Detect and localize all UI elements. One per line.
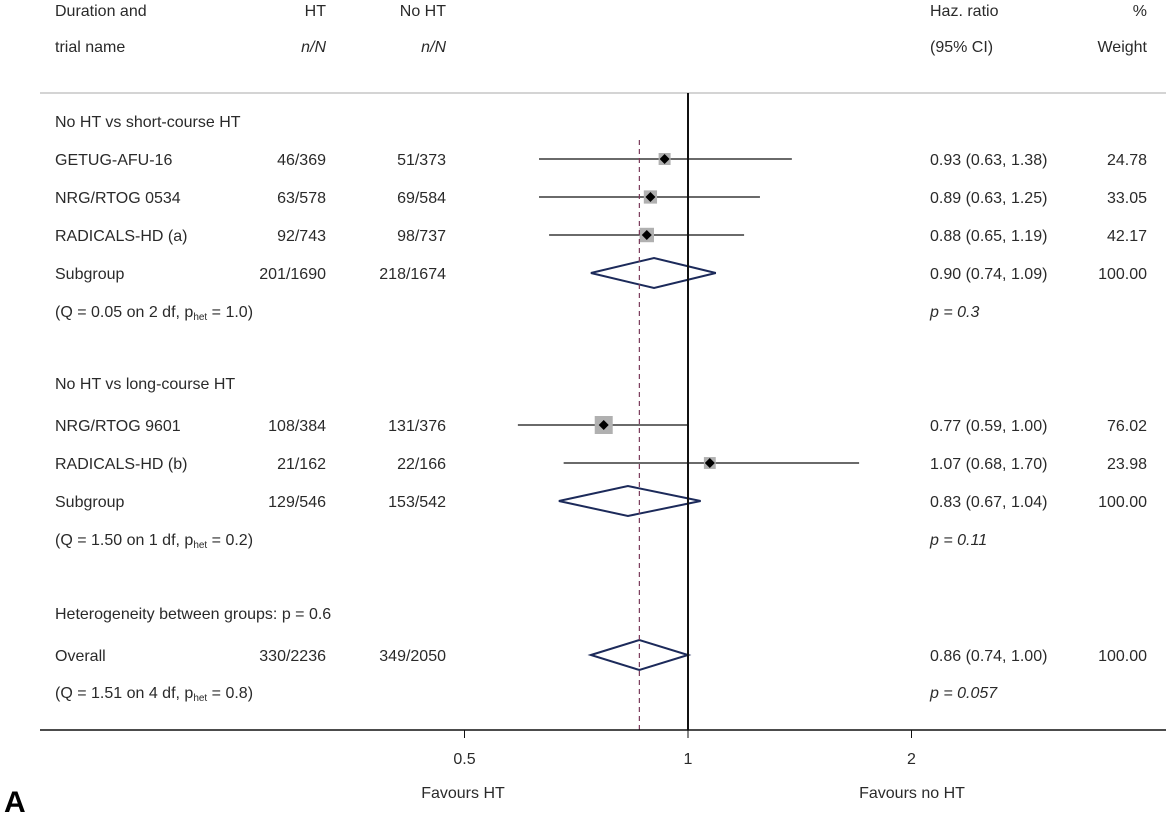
header-noht-2: n/N (421, 39, 446, 56)
noht-events: 98/737 (397, 228, 446, 245)
het-text-sub: het (193, 693, 207, 704)
header-noht-1: No HT (400, 3, 446, 20)
ht-events: 92/743 (277, 228, 326, 245)
weight-text: 100.00 (1098, 648, 1147, 665)
row-het: (Q = 0.05 on 2 df, phet = 1.0) p = 0.3 (55, 304, 979, 323)
header-hr-2: (95% CI) (930, 39, 993, 56)
ht-events: 201/1690 (259, 266, 326, 283)
row-study: GETUG-AFU-16 46/369 51/373 0.93 (0.63, 1.38… (55, 152, 1147, 169)
group-heading: No HT vs short-course HT (55, 114, 241, 131)
p-value: p = 0.057 (929, 685, 998, 702)
het-text-sub: het (193, 312, 207, 323)
row-label: RADICALS-HD (a) (55, 228, 187, 245)
ht-events: 108/384 (268, 418, 326, 435)
group-heading: No HT vs long-course HT (55, 376, 235, 393)
row-subgroup: Subgroup 201/1690 218/1674 0.90 (0.74, 1.09… (55, 256, 1147, 290)
header: Duration and trial name HT n/N No HT n/N… (55, 3, 1148, 56)
pooled-diamond (558, 484, 701, 518)
noht-events: 131/376 (388, 418, 446, 435)
hr-ci-text: 0.90 (0.74, 1.09) (930, 266, 1047, 283)
ht-events: 63/578 (277, 190, 326, 207)
row-subgroup: Subgroup 129/546 153/542 0.83 (0.67, 1.04) 1… (55, 484, 1147, 518)
ht-events: 21/162 (277, 456, 326, 473)
het-text-sub: het (193, 540, 207, 551)
row-label: Overall (55, 648, 106, 665)
hr-ci-text: 0.83 (0.67, 1.04) (930, 494, 1047, 511)
favours-right-label: Favours no HT (859, 785, 965, 802)
het-text-pre: (Q = 0.05 on 2 df, p (55, 304, 193, 321)
het-text-pre: (Q = 1.50 on 1 df, p (55, 532, 193, 549)
row-label: Subgroup (55, 494, 124, 511)
heterogeneity-text: (Q = 0.05 on 2 df, phet = 1.0) (55, 304, 253, 323)
panel-label: A (4, 786, 26, 818)
row-study: RADICALS-HD (b) 21/162 22/166 1.07 (0.68, 1… (55, 456, 1147, 473)
point-estimate (598, 420, 609, 430)
favours-left-label: Favours HT (421, 785, 505, 802)
ht-events: 129/546 (268, 494, 326, 511)
row-heading: No HT vs short-course HT (55, 114, 241, 131)
row-study: NRG/RTOG 0534 63/578 69/584 0.89 (0.63, 1.2… (55, 190, 1147, 207)
heterogeneity-text: (Q = 1.51 on 4 df, phet = 0.8) (55, 685, 253, 704)
row-het: (Q = 1.51 on 4 df, phet = 0.8) p = 0.057 (55, 685, 998, 704)
pooled-diamond (590, 256, 717, 290)
ht-events: 46/369 (277, 152, 326, 169)
het-text-post: = 1.0) (207, 304, 253, 321)
point-estimate (704, 458, 715, 468)
noht-events: 22/166 (397, 456, 446, 473)
row-label: Subgroup (55, 266, 124, 283)
x-tick-label: 0.5 (453, 751, 475, 768)
row-label: NRG/RTOG 0534 (55, 190, 181, 207)
header-name-1: Duration and (55, 3, 147, 20)
row-subgroup: Overall 330/2236 349/2050 0.86 (0.74, 1.00)… (55, 638, 1147, 672)
header-ht-2: n/N (301, 39, 326, 56)
header-name-2: trial name (55, 39, 125, 56)
het-text-post: = 0.8) (207, 685, 253, 702)
weight-text: 23.98 (1107, 456, 1147, 473)
weight-text: 33.05 (1107, 190, 1147, 207)
weight-text: 100.00 (1098, 266, 1147, 283)
row-het: (Q = 1.50 on 1 df, phet = 0.2) p = 0.11 (55, 532, 987, 551)
row-heading: Heterogeneity between groups: p = 0.6 (55, 606, 331, 623)
noht-events: 51/373 (397, 152, 446, 169)
row-label: RADICALS-HD (b) (55, 456, 187, 473)
header-hr-1: Haz. ratio (930, 3, 999, 20)
weight-text: 100.00 (1098, 494, 1147, 511)
hr-ci-text: 0.77 (0.59, 1.00) (930, 418, 1047, 435)
point-estimate (659, 154, 670, 164)
hr-ci-text: 0.86 (0.74, 1.00) (930, 648, 1047, 665)
header-ht-1: HT (305, 3, 327, 20)
row-study: RADICALS-HD (a) 92/743 98/737 0.88 (0.65, 1… (55, 227, 1147, 245)
p-value: p = 0.3 (929, 304, 979, 321)
p-value: p = 0.11 (929, 532, 987, 549)
hr-ci-text: 1.07 (0.68, 1.70) (930, 456, 1047, 473)
hr-ci-text: 0.93 (0.63, 1.38) (930, 152, 1047, 169)
row-label: GETUG-AFU-16 (55, 152, 172, 169)
point-estimate (645, 192, 656, 202)
weight-text: 24.78 (1107, 152, 1147, 169)
row-heading: No HT vs long-course HT (55, 376, 235, 393)
noht-events: 153/542 (388, 494, 446, 511)
weight-text: 42.17 (1107, 228, 1147, 245)
group-heading: Heterogeneity between groups: p = 0.6 (55, 606, 331, 623)
hr-ci-text: 0.89 (0.63, 1.25) (930, 190, 1047, 207)
het-text-post: = 0.2) (207, 532, 253, 549)
noht-events: 69/584 (397, 190, 446, 207)
noht-events: 218/1674 (379, 266, 446, 283)
noht-events: 349/2050 (379, 648, 446, 665)
header-weight-1: % (1133, 3, 1147, 20)
x-tick-label: 1 (684, 751, 693, 768)
hr-ci-text: 0.88 (0.65, 1.19) (930, 228, 1047, 245)
het-text-pre: (Q = 1.51 on 4 df, p (55, 685, 193, 702)
header-weight-2: Weight (1097, 39, 1147, 56)
weight-text: 76.02 (1107, 418, 1147, 435)
point-estimate (641, 230, 652, 240)
heterogeneity-text: (Q = 1.50 on 1 df, phet = 0.2) (55, 532, 253, 551)
row-label: NRG/RTOG 9601 (55, 418, 181, 435)
x-tick-label: 2 (907, 751, 916, 768)
row-study: NRG/RTOG 9601 108/384 131/376 0.77 (0.59, 1… (55, 415, 1147, 435)
ht-events: 330/2236 (259, 648, 326, 665)
